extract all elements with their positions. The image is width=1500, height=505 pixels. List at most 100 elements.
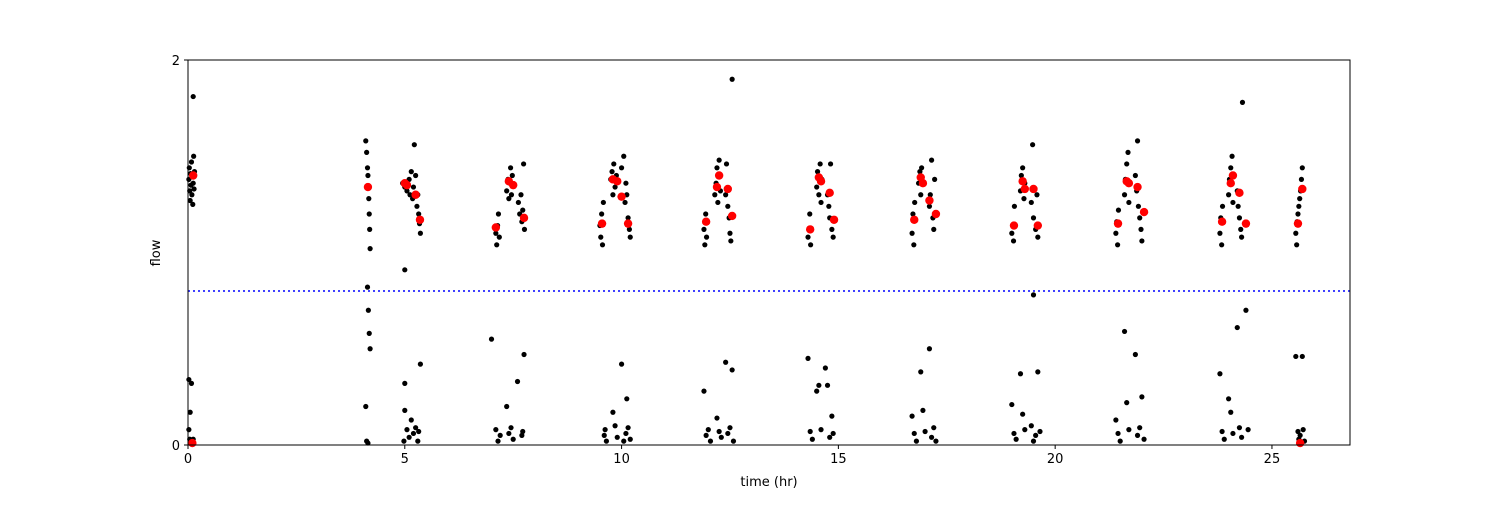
data-point-0-117: [918, 192, 924, 198]
data-point-1-110: [1228, 409, 1234, 415]
data-point-0-50: [508, 192, 515, 198]
data-point-0-66: [610, 192, 616, 198]
data-point-1-18: [401, 438, 407, 444]
data-point-0-58: [521, 226, 528, 232]
y-tick-label-1: 2: [172, 54, 180, 69]
data-point-0-47: [506, 196, 512, 202]
data-point-0-172: [1239, 99, 1246, 105]
data-point-0-108: [827, 161, 834, 167]
data-point-1-9: [363, 403, 369, 410]
data-point-1-34: [510, 436, 516, 442]
y-tick-label-0: 0: [172, 439, 180, 454]
data-point-0-67: [611, 161, 617, 167]
data-point-0-164: [1228, 165, 1234, 171]
highlight-point-2-1: [188, 438, 197, 448]
data-point-0-77: [627, 234, 633, 240]
data-point-1-85: [1011, 430, 1017, 437]
data-point-0-149: [1125, 149, 1131, 155]
data-point-1-105: [1141, 436, 1147, 442]
data-point-0-72: [622, 199, 628, 206]
data-point-0-114: [912, 199, 918, 206]
data-point-1-21: [408, 417, 414, 423]
data-point-0-120: [927, 192, 933, 198]
data-point-0-148: [1124, 161, 1130, 167]
data-point-1-98: [1121, 328, 1128, 335]
highlight-point-2-28: [918, 179, 928, 188]
x-tick-label-5: 25: [1264, 452, 1281, 467]
data-point-0-57: [520, 161, 527, 167]
data-point-0-65: [609, 169, 615, 175]
data-point-0-54: [518, 192, 524, 198]
data-point-1-122: [1300, 427, 1306, 433]
data-point-1-81: [928, 434, 935, 440]
y-axis: 02: [172, 54, 188, 454]
data-point-1-2: [188, 380, 195, 386]
data-point-1-32: [506, 430, 512, 437]
marks-layer: [186, 76, 1308, 448]
highlight-point-2-40: [1139, 207, 1149, 217]
highlight-point-2-20: [727, 211, 737, 221]
data-point-1-3: [186, 427, 192, 433]
data-point-1-12: [366, 330, 372, 336]
data-point-1-73: [830, 430, 836, 437]
data-point-0-106: [826, 203, 832, 209]
x-tick-label-0: 0: [184, 452, 192, 467]
highlight-point-2-13: [613, 177, 622, 186]
data-point-1-96: [1115, 430, 1121, 437]
data-point-1-64: [807, 428, 813, 435]
data-point-0-145: [1115, 207, 1122, 213]
data-point-0-10: [190, 180, 196, 186]
x-tick-label-1: 5: [401, 452, 409, 467]
highlight-point-2-30: [931, 209, 941, 219]
data-point-0-45: [504, 188, 510, 194]
data-point-0-51: [509, 172, 515, 179]
data-point-1-78: [920, 407, 926, 413]
data-point-1-48: [624, 396, 630, 402]
data-point-1-45: [618, 361, 625, 367]
data-point-0-144: [1115, 242, 1121, 248]
data-point-0-102: [817, 161, 823, 167]
data-point-1-31: [504, 403, 510, 410]
highlight-point-2-19: [723, 184, 733, 194]
highlight-point-2-23: [816, 177, 826, 186]
data-point-1-71: [827, 434, 833, 440]
data-point-1-29: [495, 438, 501, 444]
data-point-1-13: [367, 346, 373, 352]
highlight-point-2-2: [363, 182, 373, 192]
data-point-1-69: [822, 365, 828, 371]
data-point-0-6: [188, 159, 195, 165]
highlight-point-2-46: [1293, 219, 1303, 228]
data-point-0-52: [515, 199, 521, 206]
data-point-1-51: [701, 388, 707, 394]
data-point-0-34: [413, 172, 419, 179]
data-point-0-99: [814, 184, 820, 190]
data-point-1-26: [417, 361, 423, 367]
data-point-0-84: [714, 165, 720, 171]
data-point-1-107: [1219, 428, 1225, 435]
data-point-0-111: [909, 230, 915, 236]
data-point-0-15: [363, 138, 369, 144]
data-point-0-86: [716, 157, 722, 163]
x-axis: 0 5 10 15 20 25: [184, 445, 1280, 467]
data-point-0-24: [402, 267, 408, 273]
data-point-0-44: [496, 234, 502, 240]
highlight-point-2-33: [1020, 184, 1030, 194]
highlight-point-2-14: [617, 192, 626, 201]
data-point-0-60: [598, 234, 604, 240]
data-point-0-80: [703, 211, 709, 217]
data-point-0-35: [414, 203, 420, 209]
data-point-1-94: [1037, 428, 1043, 435]
data-point-1-62: [730, 438, 737, 444]
highlight-point-2-21: [805, 225, 815, 234]
data-point-1-39: [601, 432, 607, 438]
data-point-0-40: [493, 230, 499, 236]
data-point-0-73: [623, 180, 629, 186]
data-point-1-83: [933, 438, 939, 444]
data-point-0-89: [723, 161, 730, 167]
data-point-0-27: [404, 188, 410, 194]
data-point-1-118: [1295, 428, 1301, 435]
data-point-0-181: [1299, 165, 1305, 171]
highlight-point-2-42: [1226, 179, 1235, 188]
data-point-1-38: [521, 351, 527, 358]
data-point-1-84: [1009, 401, 1015, 408]
